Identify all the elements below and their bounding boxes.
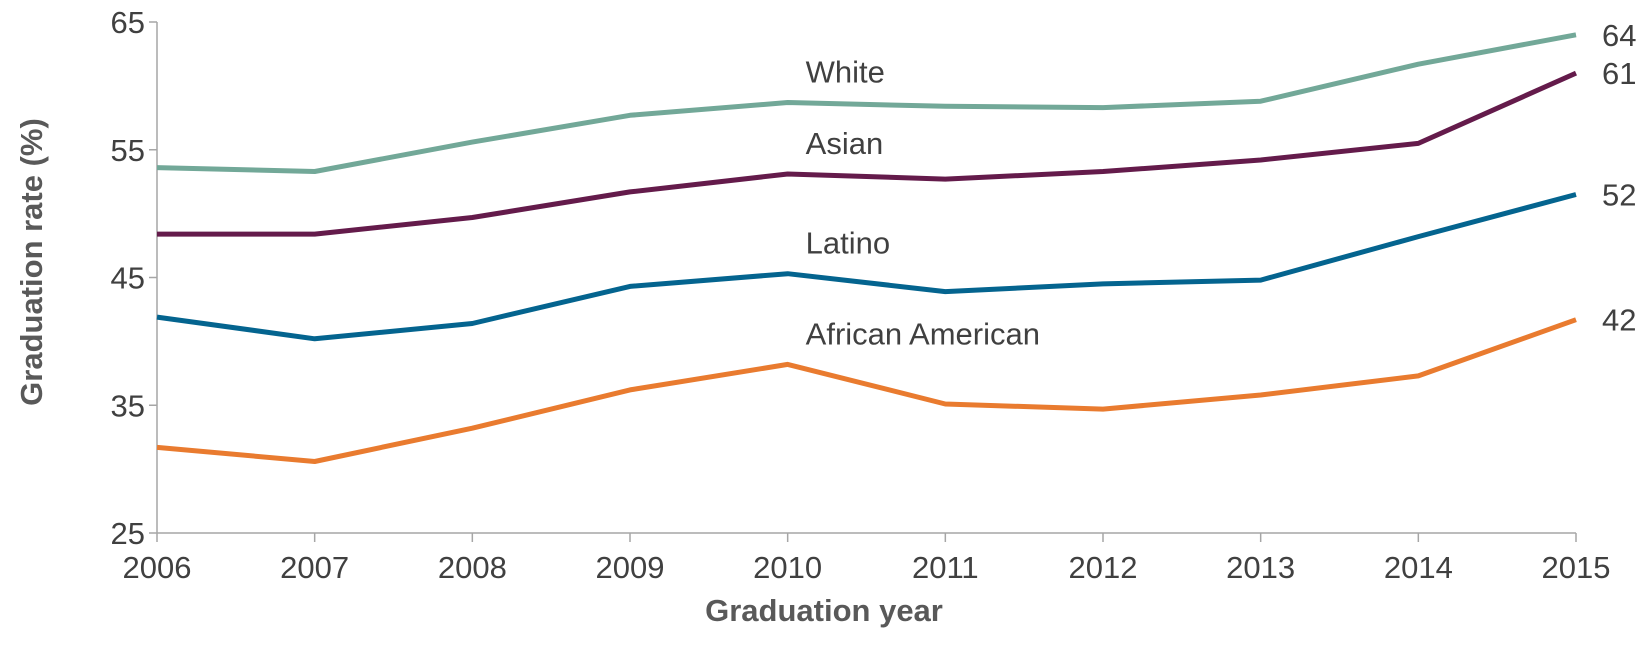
x-tick-label: 2008: [438, 550, 507, 585]
series-line-asian: [157, 70, 1578, 237]
y-tick-label: 55: [111, 133, 145, 168]
series-line-african-american: [156, 317, 1577, 464]
y-tick-label: 45: [111, 261, 145, 296]
x-tick-label: 2014: [1384, 550, 1453, 585]
x-tick-label: 2006: [123, 550, 192, 585]
x-tick-label: 2013: [1226, 550, 1295, 585]
x-tick-label: 2010: [753, 550, 822, 585]
x-tick-label: 2011: [912, 550, 979, 585]
y-tick-label: 35: [111, 388, 145, 423]
y-tick-label: 65: [111, 5, 145, 40]
y-axis-title: Graduation rate (%): [14, 118, 49, 406]
end-value-label-white: 64: [1602, 18, 1636, 53]
x-tick-label: 2015: [1542, 550, 1611, 585]
end-value-label-latino: 52: [1602, 177, 1636, 212]
series-labels: White 64 Asian 61 Latino 52 African American 42: [806, 18, 1637, 352]
end-value-label-african-american: 42: [1602, 303, 1636, 338]
x-tick-label: 2007: [280, 550, 349, 585]
y-tick-label: 25: [111, 516, 145, 551]
series-label-asian: Asian: [806, 126, 884, 161]
tick-labels: 25 35 45 55 65 2006 2007 2008 2009 2010 2011 2012 20…: [111, 5, 1611, 585]
x-axis-title: Graduation year: [705, 593, 943, 628]
series-line-white: [156, 32, 1577, 174]
x-tick-label: 2009: [596, 550, 665, 585]
series-label-african-american: African American: [806, 316, 1040, 351]
series-label-white: White: [806, 54, 885, 89]
x-tick-label: 2012: [1069, 550, 1138, 585]
series-label-latino: Latino: [806, 226, 890, 261]
series-lines: [156, 32, 1578, 464]
series-line-latino: [156, 192, 1577, 342]
end-value-label-asian: 61: [1602, 56, 1636, 91]
